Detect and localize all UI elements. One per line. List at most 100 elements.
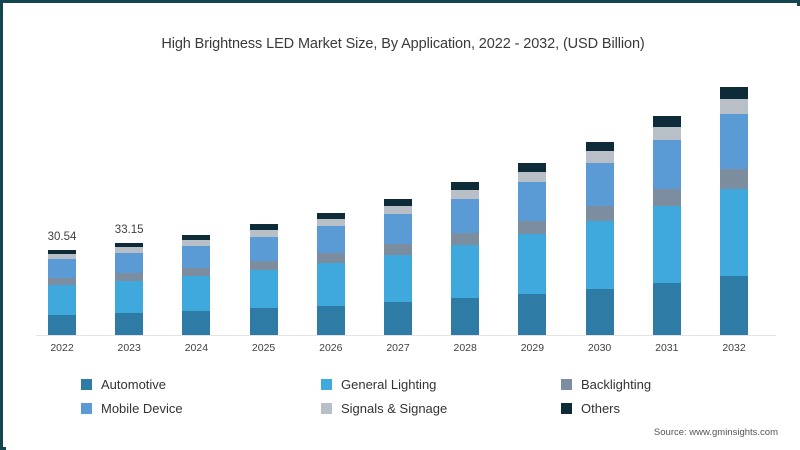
bar-segment	[182, 310, 211, 335]
bar-segment	[585, 205, 614, 221]
legend-item-label: General Lighting	[341, 376, 437, 392]
bar-segment	[384, 254, 412, 303]
legend-swatch-icon	[81, 378, 92, 390]
bar-segment	[249, 269, 278, 309]
bar-segment	[720, 99, 748, 115]
legend-item-label: Backlighting	[581, 376, 652, 392]
legend-item-label: Others	[581, 400, 621, 416]
x-axis-tick-label: 2026	[319, 342, 343, 354]
bar-segment	[720, 275, 748, 335]
legend-item[interactable]: Mobile Device	[81, 401, 321, 416]
bar-column	[182, 234, 211, 335]
bar-segment	[384, 205, 412, 214]
bar-segment	[182, 245, 211, 268]
legend-swatch-icon	[321, 378, 332, 390]
bar-segment	[115, 242, 144, 248]
x-axis-tick-label: 2023	[117, 342, 141, 354]
bar-segment	[652, 139, 681, 189]
x-axis-tick-label: 2025	[251, 342, 276, 354]
bar-segment	[451, 189, 480, 199]
bar-segment	[652, 188, 681, 206]
legend-swatch-icon	[81, 402, 92, 414]
bar-segment	[720, 86, 748, 100]
bar-segment	[585, 141, 614, 152]
bar-segment	[316, 218, 345, 226]
bar-segment	[115, 252, 144, 274]
bar-segment	[182, 275, 211, 311]
bar-column	[652, 115, 681, 335]
bar-segment	[115, 280, 144, 313]
bar-segment	[518, 233, 547, 294]
x-axis-line	[36, 335, 776, 336]
legend-item[interactable]: Others	[561, 401, 731, 416]
bar-segment	[652, 115, 681, 127]
source-attribution: Source: www.gminsights.com	[653, 427, 778, 438]
bar-segment	[518, 293, 547, 335]
bar-column	[48, 249, 76, 335]
bar-segment	[249, 261, 278, 270]
bar-segment	[585, 151, 614, 163]
plot-area: 2022 30.54 2023 33.15 2024 2025 2026 2027 2028 20…	[6, 6, 800, 450]
bar-segment	[48, 249, 76, 255]
bar-segment	[316, 212, 345, 219]
bar-segment	[451, 232, 480, 245]
bar-segment	[249, 236, 278, 262]
legend-item[interactable]: Automotive	[81, 377, 321, 392]
bar-column	[115, 242, 144, 335]
bar-segment	[518, 172, 547, 183]
legend-item-label: Mobile Device	[101, 400, 183, 416]
chart-canvas: High Brightness LED Market Size, By Appl…	[6, 6, 800, 450]
bar-segment	[720, 188, 748, 276]
bar-segment	[182, 268, 211, 276]
x-axis-tick-label: 2024	[184, 342, 209, 354]
chart-title: High Brightness LED Market Size, By Appl…	[161, 36, 645, 52]
legend-item[interactable]: General Lighting	[321, 377, 561, 392]
bar-segment	[384, 302, 412, 335]
bar-segment	[518, 182, 547, 221]
bar-value-label: 30.54	[47, 230, 77, 243]
x-axis-tick-label: 2028	[453, 342, 477, 354]
bar-segment	[451, 198, 480, 233]
bar-segment	[316, 305, 345, 335]
legend-swatch-icon	[561, 378, 572, 390]
bar-segment	[518, 220, 547, 234]
legend-swatch-icon	[321, 402, 332, 414]
bar-segment	[48, 259, 76, 279]
bar-segment	[48, 314, 76, 335]
bar-segment	[585, 288, 614, 335]
bar-segment	[451, 298, 480, 335]
x-axis-tick-label: 2022	[50, 342, 74, 354]
legend-item[interactable]: Signals & Signage	[321, 401, 561, 416]
bar-column	[585, 141, 614, 335]
bar-segment	[316, 225, 345, 254]
bar-segment	[115, 273, 144, 281]
bar-value-label: 33.15	[114, 223, 144, 236]
bar-segment	[48, 278, 76, 285]
bar-segment	[316, 262, 345, 306]
legend-item[interactable]: Backlighting	[561, 377, 731, 392]
x-axis-tick-label: 2031	[655, 342, 679, 354]
bar-segment	[585, 162, 614, 206]
bar-segment	[249, 229, 278, 237]
bar-segment	[451, 244, 480, 299]
bar-segment	[384, 198, 412, 206]
bar-segment	[652, 126, 681, 140]
bar-column	[249, 224, 278, 335]
legend-swatch-icon	[561, 402, 572, 414]
bar-column	[451, 182, 480, 335]
legend-item-label: Signals & Signage	[341, 400, 448, 416]
bar-segment	[652, 282, 681, 335]
chart-legend: Automotive General Lighting Backlighting Mo…	[81, 372, 731, 420]
bar-segment	[182, 239, 211, 246]
bar-segment	[182, 234, 211, 240]
bar-segment	[115, 312, 144, 335]
bar-segment	[384, 244, 412, 255]
bar-segment	[652, 205, 681, 283]
x-axis-tick-label: 2029	[520, 342, 545, 354]
legend-item-label: Automotive	[101, 376, 167, 392]
bar-column	[316, 212, 345, 335]
bar-segment	[249, 308, 278, 335]
bar-segment	[720, 169, 748, 189]
bar-segment	[451, 182, 480, 190]
